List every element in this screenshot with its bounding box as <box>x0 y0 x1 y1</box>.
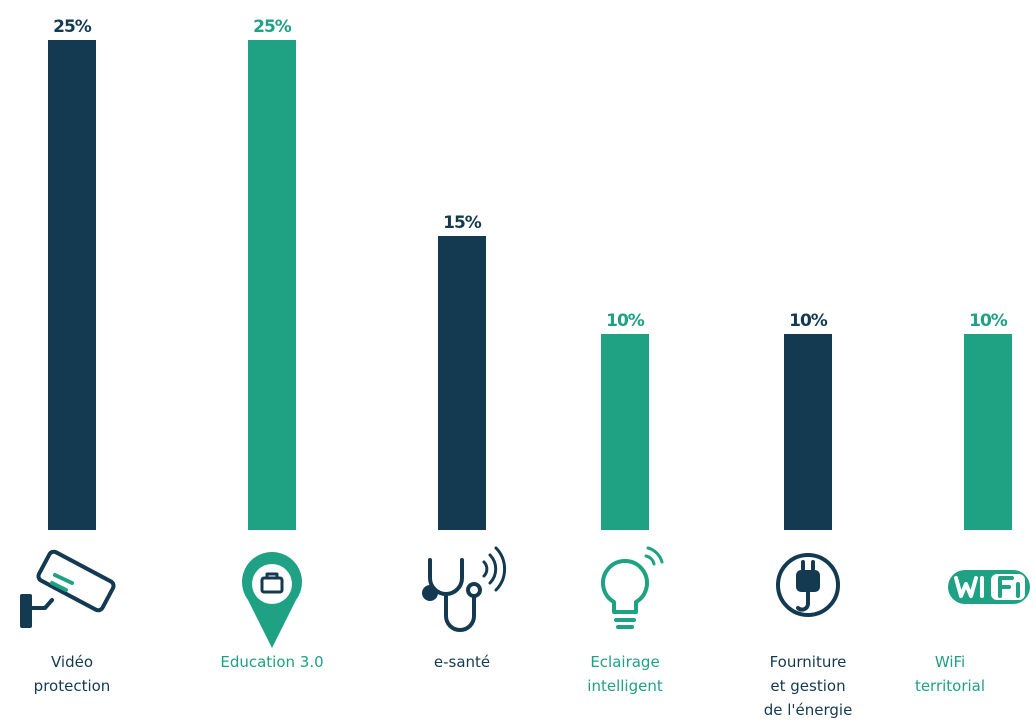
category-label: Fourniture et gestion de l'énergie <box>763 653 853 719</box>
value-label: 25% <box>53 17 92 37</box>
pin-icon <box>242 552 303 648</box>
bulb-icon <box>601 546 664 629</box>
category-label: e-santé <box>433 653 491 671</box>
bar <box>438 236 486 530</box>
category-label: Education 3.0 <box>220 653 324 671</box>
value-label: 15% <box>443 213 482 233</box>
wifi-icon <box>948 570 1030 604</box>
category-label: Eclairage intelligent <box>587 653 663 695</box>
category-label: Vidéo protection <box>33 653 111 695</box>
bar <box>964 334 1012 530</box>
value-label: 25% <box>253 17 292 37</box>
plug-icon <box>776 553 840 617</box>
camera-icon <box>20 549 116 628</box>
value-label: 10% <box>969 311 1008 331</box>
icons <box>20 546 1030 648</box>
value-label: 10% <box>606 311 645 331</box>
bar <box>601 334 649 530</box>
bar <box>48 40 96 530</box>
category-label: WiFi territorial <box>914 653 986 695</box>
value-label: 10% <box>789 311 828 331</box>
stethoscope-icon <box>422 546 507 632</box>
bar <box>784 334 832 530</box>
bar <box>248 40 296 530</box>
